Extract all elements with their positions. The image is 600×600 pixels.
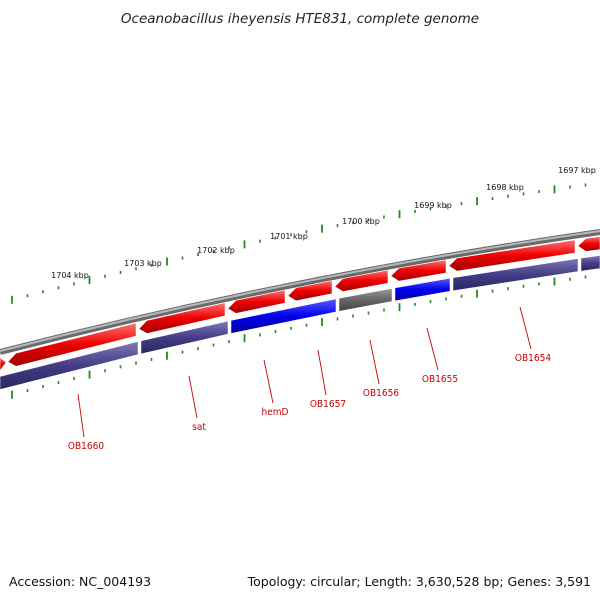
inner-tick-marks xyxy=(11,275,587,399)
gene-arrow-forward xyxy=(334,269,389,292)
kbp-label: 1704 kbp xyxy=(51,271,89,280)
gene-band-reverse xyxy=(0,341,139,390)
gene-arrow-forward xyxy=(227,289,286,314)
kbp-scale-labels: 1697 kbp 1698 kbp 1699 kbp 1700 kbp 1701 kbp… xyxy=(51,166,596,280)
accession-text: Accession: NC_004193 xyxy=(9,574,151,589)
kbp-label: 1701 kbp xyxy=(270,232,308,241)
gene-label: OB1656 xyxy=(363,388,399,399)
gene-label-leader xyxy=(426,327,439,371)
gene-label-leader xyxy=(369,339,380,385)
gene-band-reverse xyxy=(394,277,451,302)
gene-band-reverse xyxy=(140,320,229,355)
gene-label-leader xyxy=(317,349,327,396)
map-title: Oceanobacillus iheyensis HTE831, complet… xyxy=(121,11,479,27)
outer-tick-marks xyxy=(11,183,587,304)
gene-label-leader xyxy=(77,393,85,438)
gene-label: sat xyxy=(192,422,206,433)
gene-band-reverse xyxy=(230,298,337,334)
gene-label: OB1655 xyxy=(422,374,458,385)
gene-arrow-forward xyxy=(138,302,226,334)
gene-arrow-forward xyxy=(390,259,447,282)
gene-label: OB1654 xyxy=(515,353,551,364)
gene-band-reverse xyxy=(338,288,393,312)
backbone-ring-highlight xyxy=(0,230,600,352)
gene-arrow-forward xyxy=(448,239,576,272)
forward-strand-genes xyxy=(0,236,600,371)
gene-label-leader xyxy=(263,359,274,404)
gene-labels: OB1654 OB1655 OB1656 OB1657 hemD sat OB1660 xyxy=(68,306,551,452)
gene-arrow-forward xyxy=(7,322,137,367)
kbp-label: 1699 kbp xyxy=(414,201,452,210)
gene-label-leader xyxy=(188,375,198,419)
gene-label: hemD xyxy=(262,407,289,418)
kbp-label: 1697 kbp xyxy=(558,166,596,175)
reverse-strand-genes xyxy=(0,255,600,390)
gene-band-reverse xyxy=(452,258,579,292)
gene-band-reverse xyxy=(580,255,600,272)
kbp-label: 1703 kbp xyxy=(124,259,162,268)
gene-label: OB1660 xyxy=(68,441,104,452)
kbp-label: 1700 kbp xyxy=(342,217,380,226)
gene-arrow-forward xyxy=(0,357,7,371)
genome-summary-text: Topology: circular; Length: 3,630,528 bp… xyxy=(247,574,591,589)
gene-arrow-forward xyxy=(577,236,600,252)
kbp-label: 1702 kbp xyxy=(197,246,235,255)
gene-label-leader xyxy=(519,306,532,350)
gene-label: OB1657 xyxy=(310,399,346,410)
gene-arrow-forward xyxy=(287,280,333,302)
kbp-label: 1698 kbp xyxy=(486,183,524,192)
